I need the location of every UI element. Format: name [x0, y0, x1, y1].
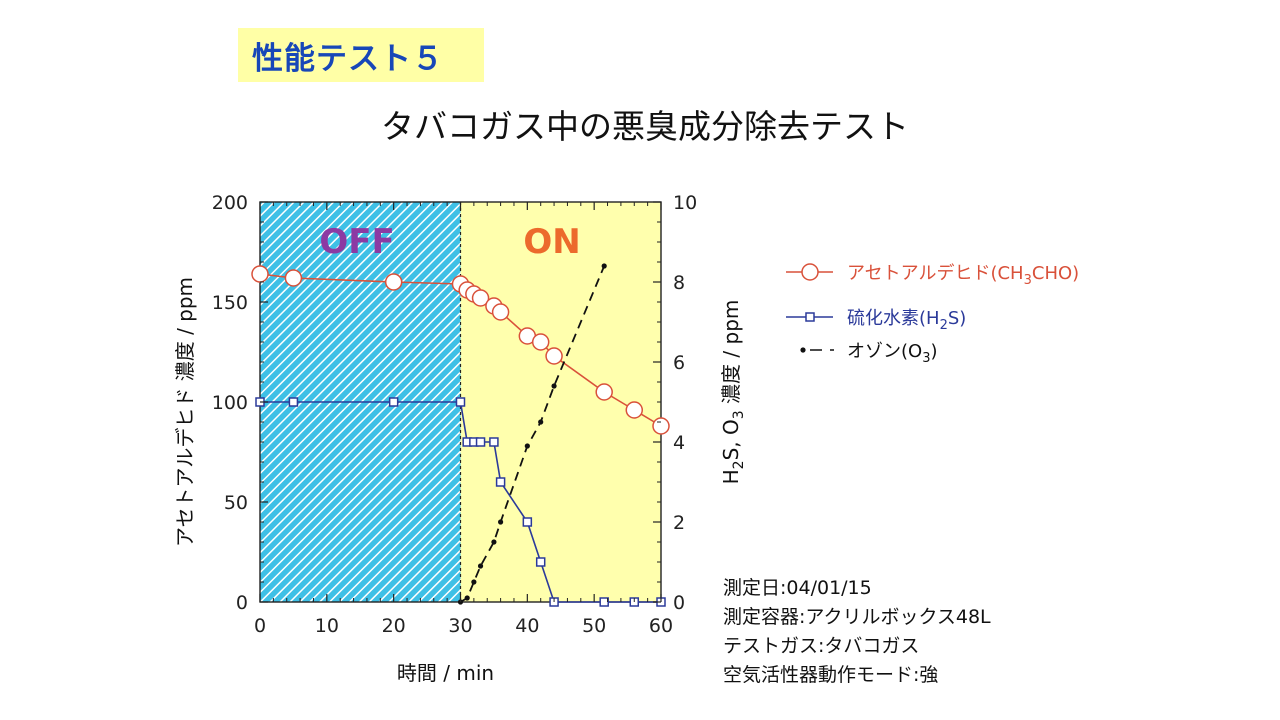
- y-right-tick-label: 8: [673, 272, 685, 294]
- data-point-acetaldehyde: [284, 269, 303, 287]
- info-line: テストガス:タバコガス: [723, 635, 920, 657]
- legend-label-part: 硫化水素(H: [847, 308, 940, 329]
- x-tick-label: 20: [382, 615, 406, 637]
- info-line: 空気活性器動作モード:強: [723, 664, 939, 686]
- y-left-axis-label: アセトアルデヒド 濃度 / ppm: [173, 277, 197, 547]
- data-point-acetaldehyde: [545, 347, 563, 365]
- x-tick-label: 50: [582, 615, 606, 637]
- data-point-h2s: [599, 597, 609, 607]
- slide-badge: 性能テスト５: [238, 28, 484, 82]
- legend-label-part: アセトアルデヒド(CH: [847, 263, 1024, 284]
- legend-label-part: CHO): [1032, 263, 1079, 284]
- data-point-acetaldehyde: [531, 333, 550, 351]
- y-right-tick-label: 10: [673, 192, 697, 214]
- data-point-h2s: [522, 517, 533, 527]
- legend-marker-dot: [800, 347, 806, 353]
- x-tick-label: 30: [448, 615, 472, 637]
- slide-title: タバコガス中の悪臭成分除去テスト: [381, 107, 909, 146]
- y-right-label-part: S, O: [719, 419, 743, 460]
- info-line: 測定容器:アクリルボックス48L: [723, 606, 991, 628]
- data-point-ozone: [464, 595, 470, 601]
- y-left-tick-label: 200: [212, 192, 248, 214]
- y-right-label-part: 濃度 / ppm: [719, 300, 743, 411]
- data-point-ozone: [491, 539, 497, 545]
- data-point-acetaldehyde: [471, 289, 490, 307]
- data-point-acetaldehyde: [652, 417, 670, 435]
- legend-label-2: オゾン(O3): [847, 341, 938, 366]
- data-point-h2s: [489, 437, 499, 447]
- region-on: [460, 202, 661, 602]
- y-right-tick-label: 0: [673, 592, 685, 614]
- legend-label-sub: 3: [1024, 273, 1032, 288]
- y-right-label-part: H: [719, 469, 743, 484]
- y-left-tick-label: 100: [212, 392, 248, 414]
- data-point-ozone: [538, 419, 544, 425]
- test-conditions: 測定日:04/01/15 測定容器:アクリルボックス48L テストガス:タバコガス空…: [723, 574, 991, 690]
- data-point-ozone: [524, 443, 530, 449]
- data-point-h2s: [535, 557, 546, 567]
- series-line-2: [460, 265, 606, 603]
- data-point-ozone: [551, 383, 557, 389]
- y-left-tick-label: 150: [212, 292, 248, 314]
- data-point-h2s: [495, 477, 506, 487]
- x-tick-label: 60: [649, 615, 673, 637]
- legend-label-0: アセトアルデヒド(CH3CHO): [847, 263, 1079, 288]
- data-point-ozone: [601, 263, 607, 269]
- region-label-on: ON: [523, 222, 580, 262]
- x-tick-label: 40: [515, 615, 539, 637]
- data-point-acetaldehyde: [625, 401, 644, 419]
- x-axis-label: 時間 / min: [397, 661, 494, 685]
- y-right-tick-label: 4: [673, 432, 685, 454]
- y-right-axis-label: H2S, O3 濃度 / ppm: [719, 300, 747, 485]
- legend-label-part: S): [948, 308, 966, 329]
- data-point-h2s: [455, 397, 466, 407]
- data-point-acetaldehyde: [251, 265, 269, 283]
- data-point-acetaldehyde: [491, 303, 510, 321]
- data-point-acetaldehyde: [595, 383, 613, 401]
- data-point-h2s: [475, 437, 486, 447]
- y-right-label-part: 2: [731, 460, 747, 469]
- legend-marker-square: [805, 312, 815, 322]
- x-tick-label: 10: [315, 615, 339, 637]
- data-point-ozone: [498, 519, 504, 525]
- legend-label-sub: 3: [922, 351, 930, 366]
- legend-marker-circle: [801, 263, 819, 281]
- y-right-tick-label: 6: [673, 352, 685, 374]
- data-point-ozone: [471, 579, 477, 585]
- data-point-ozone: [477, 563, 484, 569]
- region-label-off: OFF: [319, 222, 394, 262]
- legend-label-part: ): [930, 341, 937, 362]
- x-tick-label: 0: [254, 615, 266, 637]
- data-point-acetaldehyde: [384, 273, 403, 291]
- data-point-h2s: [288, 397, 299, 407]
- legend-label-1: 硫化水素(H2S): [847, 308, 966, 333]
- y-left-tick-label: 50: [224, 492, 248, 514]
- info-line: 測定日:04/01/15: [723, 577, 872, 599]
- data-point-h2s: [388, 397, 399, 407]
- y-left-tick-label: 0: [236, 592, 248, 614]
- legend-label-part: オゾン(O: [847, 341, 922, 362]
- y-right-tick-label: 2: [673, 512, 685, 534]
- legend-label-sub: 2: [940, 318, 948, 333]
- y-right-label-part: 3: [731, 410, 747, 419]
